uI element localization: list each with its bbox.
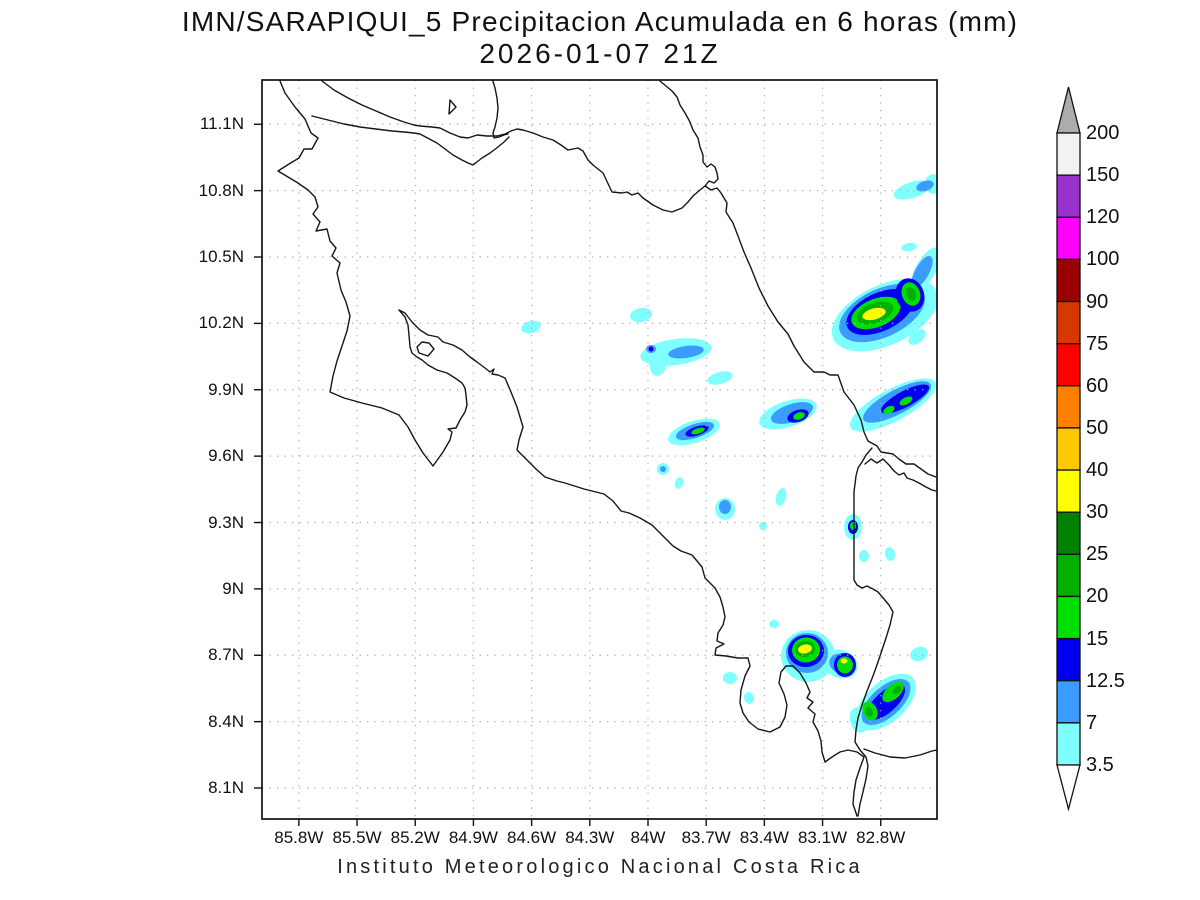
colorbar-box: [1056, 680, 1081, 724]
y-tick-label: 8.1N: [208, 778, 244, 798]
tick-marks: [254, 123, 882, 826]
colorbar: [1056, 86, 1081, 812]
x-tick-label: 84W: [630, 828, 666, 847]
colorbar-box: [1056, 385, 1081, 429]
colorbar-box: [1056, 637, 1081, 682]
attribution-text: Instituto Meteorologico Nacional Costa R…: [337, 856, 863, 878]
x-tick-label: 84.3W: [565, 828, 615, 847]
colorbar-box: [1056, 427, 1081, 471]
colorbar-over-arrow: [1056, 86, 1081, 134]
colorbar-tick-label: 90: [1086, 290, 1109, 313]
y-tick-label: 11.1N: [199, 114, 244, 134]
colorbar-box: [1056, 722, 1081, 766]
colorbar-tick-label: 7: [1086, 711, 1098, 734]
y-tick-label: 10.5N: [198, 247, 244, 266]
colorbar-box: [1056, 511, 1081, 555]
colorbar-box: [1056, 132, 1081, 176]
colorbar-box: [1056, 469, 1081, 513]
colorbar-tick-label: 75: [1086, 332, 1109, 355]
colorbar-box: [1056, 174, 1081, 218]
colorbar-tick-label: 50: [1086, 416, 1109, 439]
x-tick-label: 82.8W: [856, 828, 906, 847]
colorbar-tick-label: 25: [1086, 543, 1109, 566]
x-tick-label: 83.1W: [797, 828, 848, 847]
x-tick-label: 83.4W: [739, 828, 789, 847]
colorbar-under-arrow: [1056, 764, 1081, 812]
y-tick-label: 8.4N: [208, 711, 244, 731]
x-tick-label: 84.9W: [448, 828, 498, 847]
colorbar-box: [1056, 258, 1081, 303]
colorbar-tick-label: 100: [1086, 248, 1120, 271]
x-tick-label: 85.8W: [274, 828, 324, 847]
colorbar-tick-label: 3.5: [1086, 754, 1114, 776]
colorbar-tick-label: 30: [1086, 501, 1109, 524]
colorbar-box: [1056, 216, 1081, 261]
y-tick-label: 9.6N: [208, 446, 244, 466]
chart-title: IMN/SARAPIQUI_5 Precipitacion Acumulada …: [0, 6, 1200, 70]
chart-title-line1: IMN/SARAPIQUI_5 Precipitacion Acumulada …: [181, 6, 1019, 37]
colorbar-tick-label: 15: [1086, 627, 1109, 650]
x-tick-label: 85.5W: [332, 828, 382, 847]
y-tick-label: 10.8N: [198, 180, 244, 200]
x-tick-label: 85.2W: [390, 828, 440, 847]
y-tick-label: 9N: [222, 578, 244, 598]
colorbar-tick-label: 40: [1086, 459, 1109, 482]
colorbar-box: [1056, 595, 1081, 640]
colorbar-tick-label: 12.5: [1086, 669, 1125, 692]
colorbar-box: [1056, 300, 1081, 345]
plot-frame: [261, 79, 938, 820]
colorbar-tick-label: 20: [1086, 585, 1109, 608]
chart-title-date: 2026-01-07 21Z: [479, 38, 721, 70]
x-tick-label: 84.6W: [507, 828, 557, 847]
coastline: [277, 80, 937, 817]
colorbar-box: [1056, 343, 1081, 387]
y-tick-label: 8.7N: [208, 645, 244, 665]
x-tick-label: 83.7W: [681, 828, 731, 847]
colorbar-tick-label: 150: [1086, 164, 1120, 187]
precip-shading: [521, 174, 937, 733]
y-tick-label: 10.2N: [198, 313, 244, 333]
colorbar-tick-label: 120: [1086, 206, 1120, 229]
colorbar-tick-label: 60: [1086, 374, 1109, 397]
gridlines: [262, 80, 937, 819]
y-tick-label: 9.9N: [208, 379, 244, 399]
colorbar-tick-label: 200: [1086, 122, 1120, 144]
y-tick-label: 9.3N: [208, 512, 244, 532]
colorbar-box: [1056, 553, 1081, 598]
